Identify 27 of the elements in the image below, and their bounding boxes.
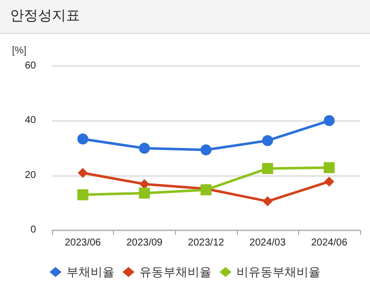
point xyxy=(200,144,212,156)
point xyxy=(78,168,88,178)
point xyxy=(324,162,335,174)
y-tick-label: 20 xyxy=(24,170,36,181)
point xyxy=(138,142,150,154)
point xyxy=(324,176,334,187)
point xyxy=(324,115,335,126)
point xyxy=(138,188,150,199)
x-tick-label: 2023/12 xyxy=(188,238,225,248)
x-tick-label: 2023/06 xyxy=(64,238,102,248)
point xyxy=(139,179,150,190)
point xyxy=(77,189,88,200)
legend-label: 유동부채비율 xyxy=(140,265,212,279)
y-tick-label: 0 xyxy=(30,224,36,236)
x-tick-label: 2024/06 xyxy=(311,238,348,248)
legend-label: 부채비율 xyxy=(66,265,114,279)
y-tick-label: 60 xyxy=(24,60,36,72)
point xyxy=(77,133,88,144)
y-tick-label: 40 xyxy=(24,115,36,126)
point xyxy=(262,163,274,174)
legend-label: 비유동부채비율 xyxy=(236,265,320,279)
x-tick-label: 2024/03 xyxy=(250,238,286,248)
x-tick-label: 2023/09 xyxy=(126,238,163,248)
point xyxy=(262,135,274,146)
point xyxy=(262,196,273,206)
y-axis-title: [%] xyxy=(12,46,27,56)
chart-title: 안정성지표 xyxy=(0,0,370,34)
